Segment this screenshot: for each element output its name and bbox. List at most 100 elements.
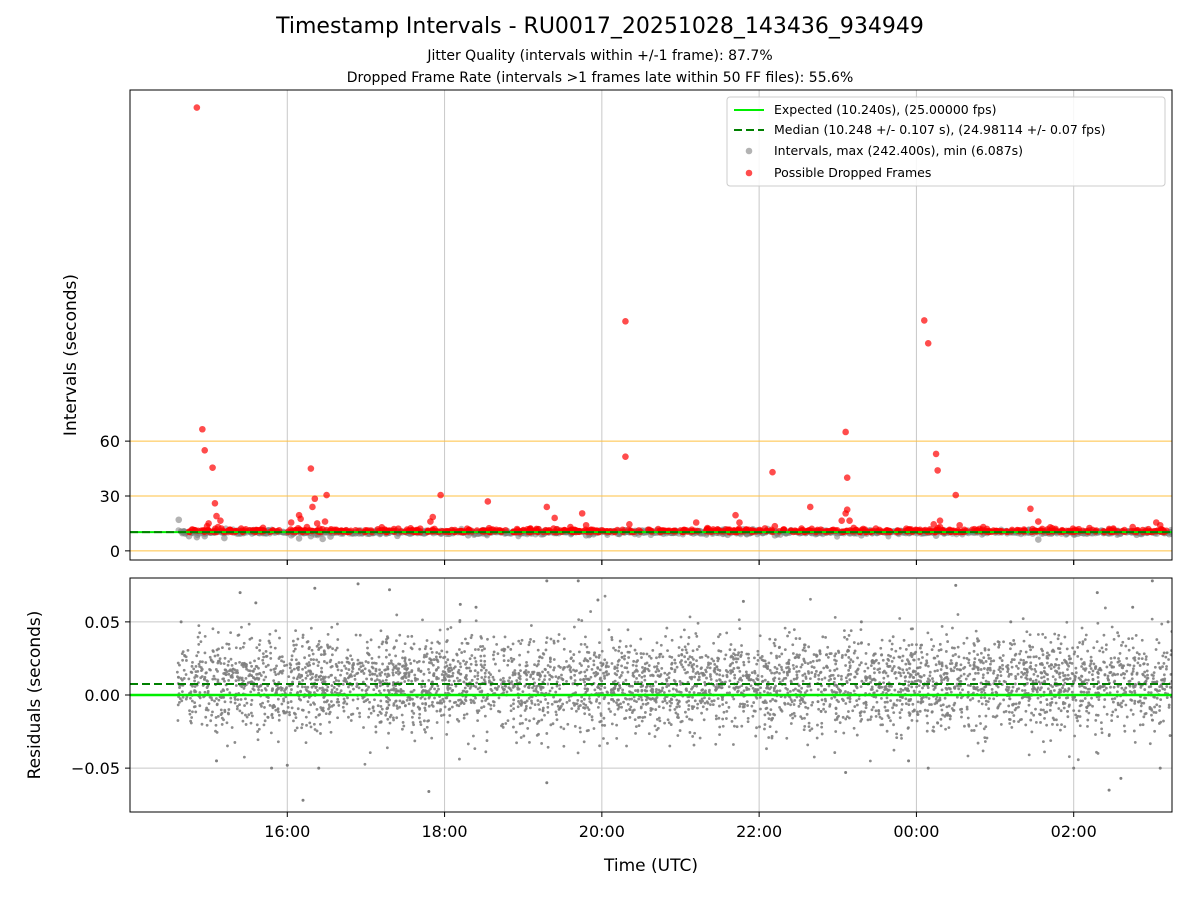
residual-point — [902, 671, 906, 675]
residual-point — [820, 690, 823, 694]
residual-point — [651, 684, 655, 688]
residual-point — [259, 703, 262, 706]
residual-point — [679, 635, 683, 639]
residual-point — [904, 697, 908, 701]
residual-point — [610, 662, 614, 665]
residual-point — [937, 660, 941, 664]
residual-point — [1086, 724, 1089, 728]
residual-point — [1078, 715, 1082, 718]
residual-point — [640, 671, 644, 674]
residual-point — [1083, 638, 1087, 641]
residual-point — [433, 696, 436, 700]
residual-point — [1107, 734, 1111, 738]
residual-point — [274, 708, 278, 712]
residual-point — [343, 700, 347, 703]
residual-point — [1160, 685, 1164, 688]
residual-point — [392, 702, 396, 705]
residual-point — [661, 655, 665, 659]
residual-point — [641, 716, 645, 719]
residual-point — [438, 709, 442, 713]
residual-point — [618, 676, 622, 679]
residual-point — [395, 667, 399, 670]
residual-point — [783, 648, 787, 652]
residual-point — [949, 690, 953, 694]
residual-point — [688, 615, 692, 619]
residual-point — [223, 671, 227, 675]
residual-point — [312, 684, 316, 688]
residual-point — [290, 658, 294, 662]
residual-point — [269, 645, 273, 649]
residual-point — [950, 646, 954, 650]
residual-point — [465, 690, 469, 694]
residual-point — [1108, 691, 1112, 695]
residual-point — [314, 675, 318, 679]
residual-point — [1131, 667, 1135, 671]
residual-point — [974, 629, 978, 633]
residual-point — [782, 670, 786, 674]
residual-point — [618, 683, 622, 687]
residual-point — [198, 660, 202, 664]
residual-point — [668, 699, 672, 703]
residual-point — [509, 704, 513, 708]
residual-point — [1094, 733, 1097, 736]
residual-point — [1050, 697, 1054, 701]
residual-point — [1116, 715, 1120, 719]
residual-point — [1064, 677, 1067, 681]
dropped-frame-point — [948, 527, 955, 535]
residual-point — [775, 654, 778, 658]
residual-point — [947, 726, 951, 730]
dropped-frame-point — [704, 524, 711, 532]
residual-point — [844, 676, 848, 680]
residual-point — [855, 699, 859, 702]
residual-point — [435, 689, 439, 693]
residual-point — [1140, 638, 1144, 642]
residual-point — [573, 724, 577, 728]
residual-point — [895, 704, 898, 707]
residual-point — [446, 720, 450, 724]
residual-point — [290, 654, 294, 658]
residual-point — [242, 665, 245, 669]
residual-point — [282, 697, 285, 701]
residual-point — [846, 674, 850, 677]
residual-point — [419, 723, 423, 727]
residual-point — [1049, 689, 1053, 693]
residual-point — [773, 644, 777, 648]
residual-point — [1114, 708, 1118, 712]
residual-point — [1030, 667, 1034, 671]
residual-point — [845, 715, 849, 719]
residual-point — [187, 677, 191, 681]
residual-point — [698, 656, 702, 659]
residual-point — [579, 678, 582, 682]
residual-point — [1146, 673, 1149, 677]
residual-point — [628, 697, 631, 701]
residual-point — [417, 660, 421, 663]
residual-point — [412, 659, 416, 663]
residual-point — [987, 653, 990, 657]
residual-point — [588, 697, 591, 700]
dropped-frame-point — [543, 503, 551, 511]
residual-point — [387, 703, 391, 707]
residual-point — [392, 665, 396, 669]
residual-point — [883, 685, 887, 689]
residual-point — [704, 670, 708, 674]
residual-point — [1079, 678, 1082, 682]
residual-point — [206, 691, 210, 695]
residual-point — [469, 701, 473, 705]
residual-point — [1059, 709, 1063, 713]
residual-point — [1130, 691, 1134, 694]
residual-point — [254, 677, 258, 681]
residual-point — [359, 665, 363, 668]
residual-point — [435, 709, 439, 713]
residual-point — [518, 674, 522, 678]
residual-point — [973, 660, 976, 664]
residual-point — [706, 666, 709, 669]
residual-point — [548, 665, 552, 669]
residual-point — [1049, 739, 1053, 743]
residual-point — [366, 661, 370, 664]
residual-point — [1033, 667, 1037, 671]
residual-point — [320, 670, 323, 674]
residual-point — [822, 702, 826, 706]
residual-point — [239, 698, 243, 701]
residual-point — [607, 628, 611, 632]
residual-point — [582, 697, 586, 701]
